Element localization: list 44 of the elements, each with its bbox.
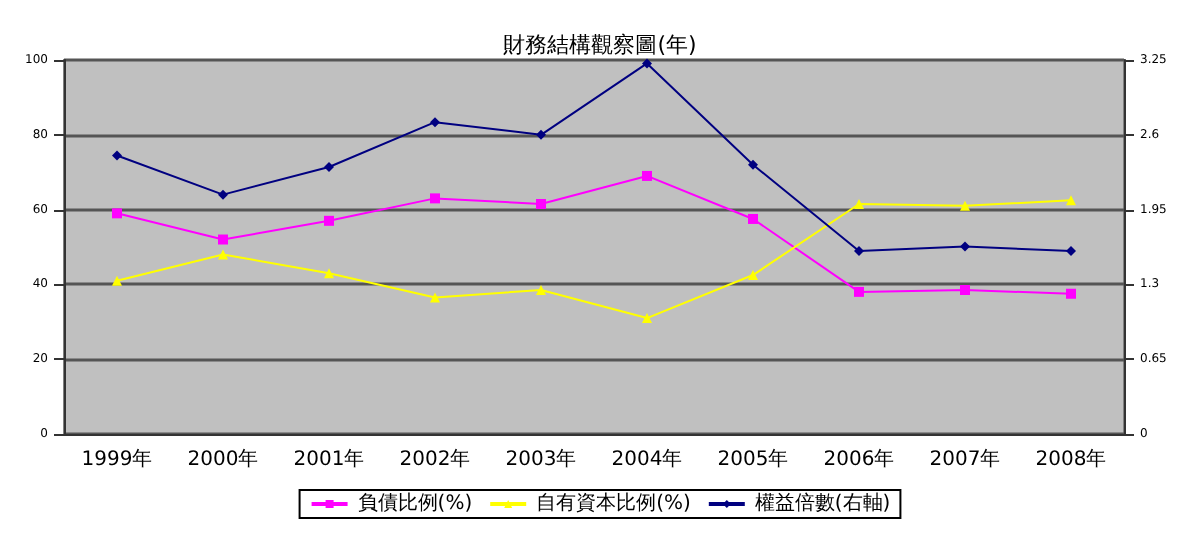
point <box>1066 288 1076 299</box>
point <box>642 313 652 324</box>
legend-label: 權益倍數(右軸) <box>754 491 891 515</box>
x-tick-label: 2004年 <box>611 447 683 471</box>
point <box>854 286 864 297</box>
point <box>854 198 864 209</box>
point <box>960 285 970 296</box>
point <box>218 249 228 260</box>
point <box>536 285 546 296</box>
point <box>324 162 334 173</box>
point <box>218 189 228 200</box>
point <box>1066 246 1076 257</box>
x-tick-label: 2002年 <box>399 447 471 471</box>
point <box>324 215 334 226</box>
x-tick-label: 2005年 <box>717 447 789 471</box>
point <box>748 213 758 224</box>
point <box>112 208 122 219</box>
point <box>536 198 546 209</box>
point <box>854 246 864 257</box>
point <box>748 270 758 281</box>
point <box>960 200 970 211</box>
x-tick-label: 2000年 <box>187 447 259 471</box>
x-tick-label: 1999年 <box>81 447 153 471</box>
point <box>642 170 652 181</box>
point <box>536 129 546 140</box>
legend-label: 自有資本比例(%) <box>536 491 691 515</box>
point <box>748 159 758 170</box>
point <box>218 234 228 245</box>
point <box>960 241 970 252</box>
point <box>324 268 334 279</box>
x-tick-label: 2008年 <box>1035 447 1107 471</box>
point <box>112 275 122 286</box>
x-tick-label: 2006年 <box>823 447 895 471</box>
point <box>642 58 652 69</box>
point <box>430 193 440 204</box>
point <box>430 117 440 128</box>
point <box>1066 195 1076 206</box>
legend-label: 負債比例(%) <box>357 491 473 515</box>
point <box>430 292 440 303</box>
chart-title: 財務結構觀察圖(年) <box>503 32 697 58</box>
point <box>112 150 122 161</box>
x-tick-label: 2001年 <box>293 447 365 471</box>
x-tick-label: 2003年 <box>505 447 577 471</box>
x-tick-label: 2007年 <box>929 447 1001 471</box>
